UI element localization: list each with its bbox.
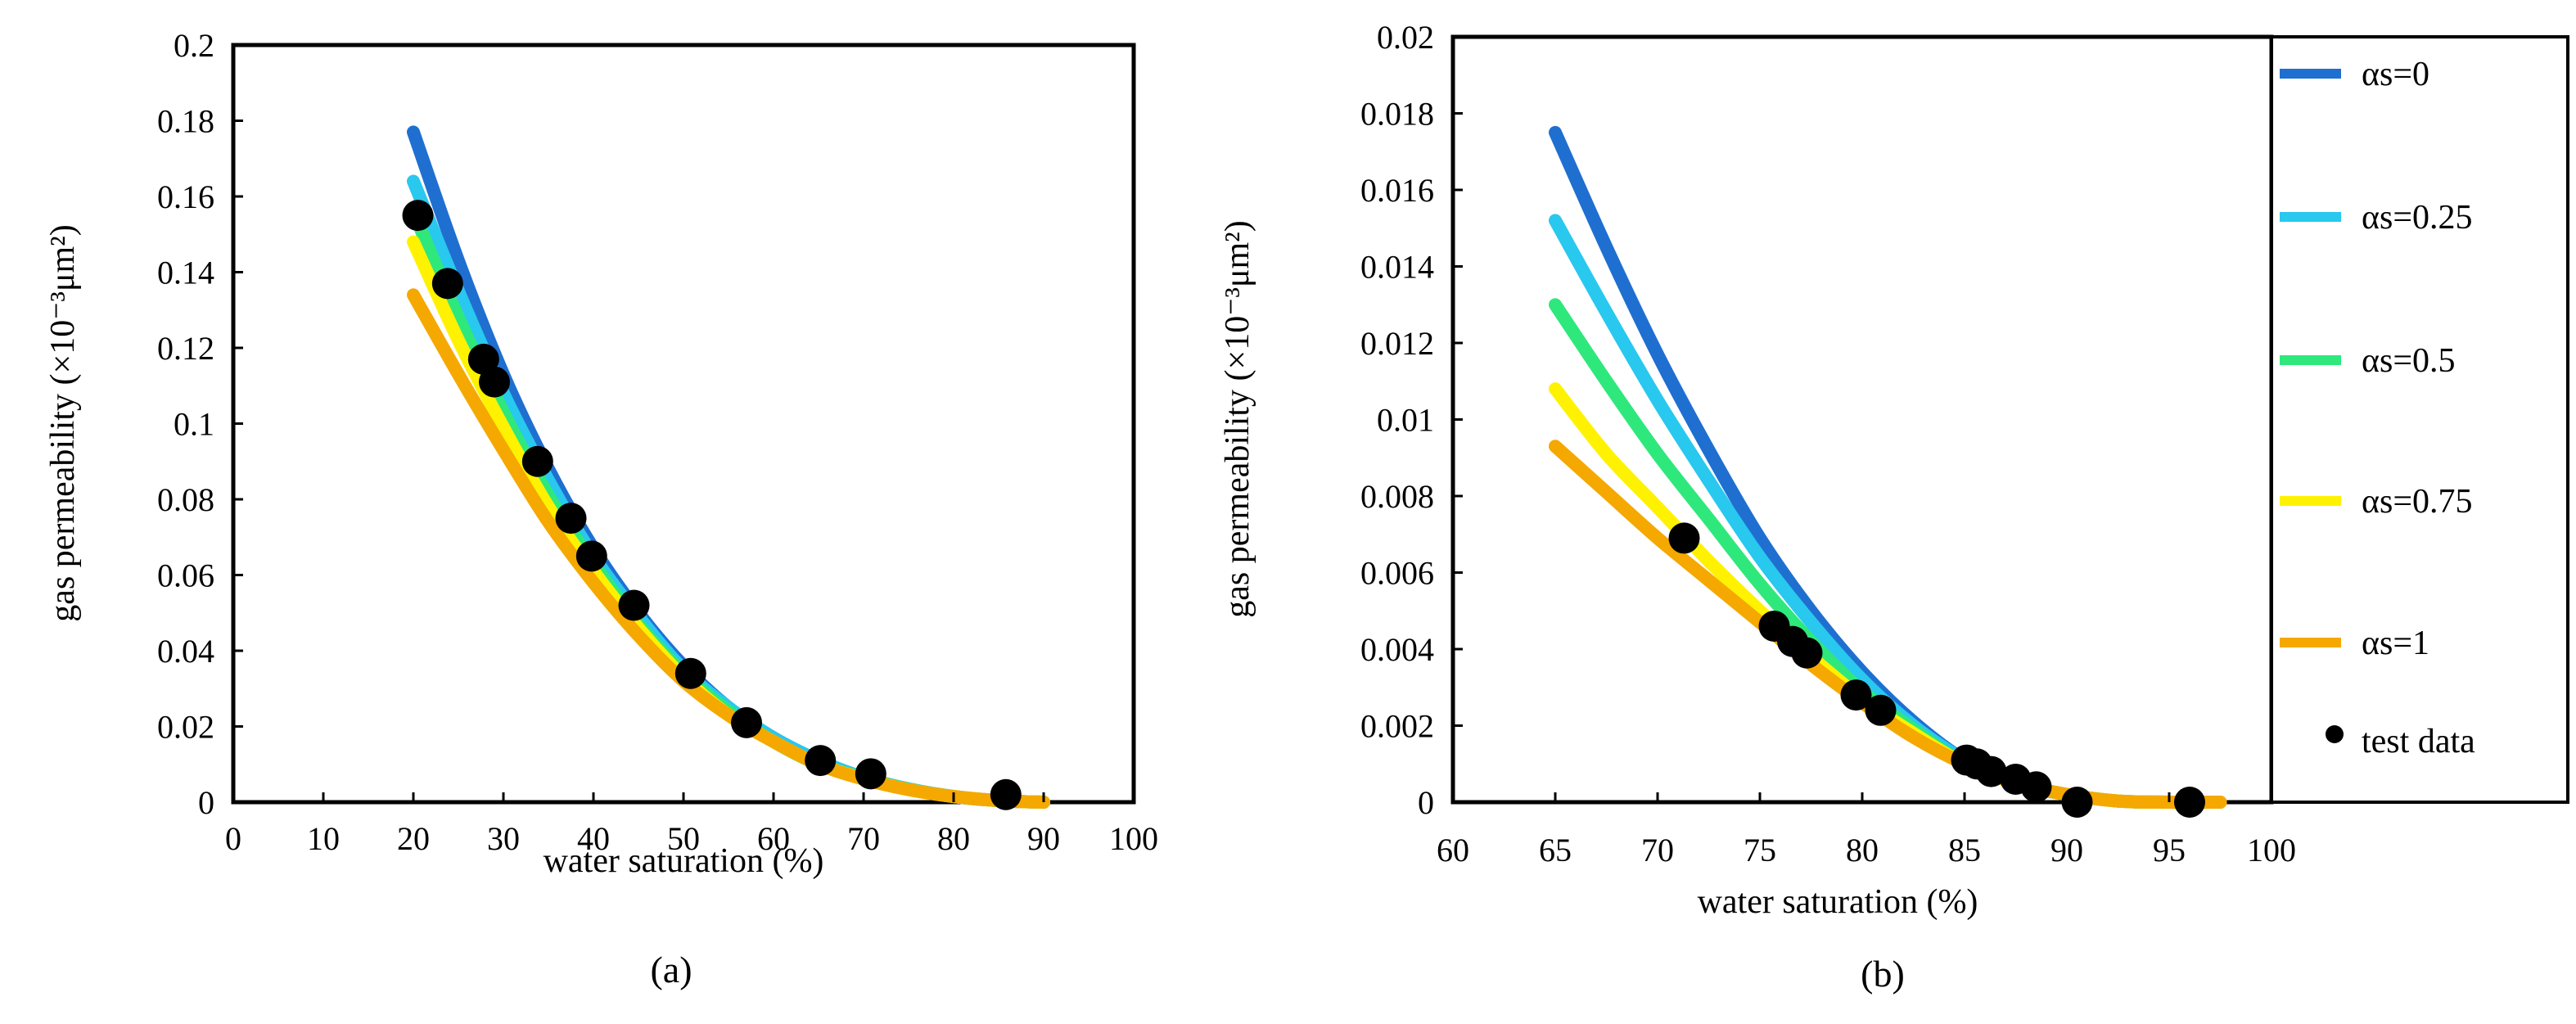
test-data-point	[479, 366, 510, 398]
y-tick-label: 0.02	[157, 709, 214, 746]
x-tick-label: 60	[1437, 832, 1469, 868]
x-tick-label: 70	[1641, 832, 1674, 868]
test-data-point	[1975, 756, 2007, 787]
x-tick-label: 60	[757, 820, 790, 857]
test-data-point	[2020, 771, 2052, 803]
x-tick-label: 90	[1027, 820, 1060, 857]
legend-label: αs=1	[2362, 625, 2429, 662]
x-axis-label-a: water saturation (%)	[544, 842, 824, 880]
y-tick-label: 0.014	[1360, 249, 1434, 286]
test-data-point	[575, 540, 607, 572]
test-data-point	[2174, 787, 2205, 818]
x-tick-label: 95	[2153, 832, 2186, 868]
y-axis-label-b: gas permeability (×10⁻³μm²)	[1219, 220, 1256, 617]
y-tick-label: 0.012	[1360, 325, 1434, 362]
y-tick-label: 0.08	[157, 481, 214, 518]
legend: αs=0 αs=0.25 αs=0.5 αs=0.75 αs=1 test data	[2270, 35, 2569, 804]
x-axis-label-b: water saturation (%)	[1698, 883, 1978, 921]
x-tick-label: 10	[307, 820, 340, 857]
test-data-point	[1668, 522, 1700, 554]
test-data-point	[1840, 679, 1872, 711]
y-tick-label: 0.01	[1377, 402, 1434, 439]
y-tick-label: 0.008	[1360, 478, 1434, 515]
test-data-point	[1791, 637, 1823, 669]
test-data-point	[855, 758, 886, 790]
x-tick-label: 0	[225, 820, 241, 857]
y-tick-label: 0.2	[174, 27, 214, 64]
test-data-point	[674, 657, 706, 689]
x-tick-label: 70	[847, 820, 880, 857]
caption-b: (b)	[1861, 953, 1905, 995]
y-tick-label: 0.016	[1360, 172, 1434, 209]
x-tick-label: 85	[1948, 832, 1981, 868]
x-tick-label: 80	[1846, 832, 1879, 868]
y-tick-label: 0.12	[157, 330, 214, 367]
y-tick-label: 0.14	[157, 255, 214, 291]
legend-label: αs=0	[2362, 56, 2429, 93]
y-tick-label: 0	[198, 784, 214, 821]
test-data-point	[521, 445, 553, 477]
x-tick-label: 100	[1109, 820, 1158, 857]
series-line-αs=1	[407, 288, 1050, 809]
y-tick-label: 0.04	[157, 633, 214, 670]
test-data-point	[431, 268, 463, 300]
y-tick-label: 0.16	[157, 178, 214, 215]
test-data-point	[618, 589, 650, 621]
legend-label: αs=0.5	[2362, 342, 2456, 380]
x-tick-label: 75	[1744, 832, 1776, 868]
legend-label: αs=0.25	[2362, 199, 2473, 237]
y-tick-label: 0.1	[174, 406, 214, 443]
legend-box	[2270, 35, 2569, 804]
y-tick-label: 0.18	[157, 103, 214, 140]
caption-a: (a)	[650, 949, 692, 990]
x-tick-label: 40	[577, 820, 610, 857]
y-tick-label: 0.02	[1377, 19, 1434, 56]
y-tick-label: 0.002	[1360, 708, 1434, 745]
legend-swatch-marker	[2326, 725, 2344, 743]
x-tick-label: 20	[397, 820, 430, 857]
y-tick-label: 0.004	[1360, 631, 1434, 668]
y-tick-label: 0.018	[1360, 96, 1434, 133]
chart-a: 0 10 20 30 40 50 60 70 80 90 100 0 0.02 0.04 0.06 0.08…	[44, 27, 1158, 990]
x-tick-label: 100	[2247, 832, 2296, 868]
test-data-point	[1865, 694, 1897, 726]
x-tick-label: 65	[1539, 832, 1572, 868]
x-tick-label: 90	[2050, 832, 2083, 868]
y-axis-label-a: gas permeability (×10⁻³μm²)	[44, 224, 82, 621]
test-data-point	[805, 745, 837, 777]
chart-b: 60 65 70 75 80 85 90 95 100 0 0.002 0.004 0.006 0.00…	[1219, 19, 2296, 995]
x-tick-label: 50	[667, 820, 700, 857]
y-tick-label: 0	[1418, 784, 1434, 821]
test-data-point	[731, 706, 762, 738]
x-tick-label: 30	[487, 820, 520, 857]
test-data-point	[990, 778, 1022, 810]
x-tick-label: 80	[937, 820, 970, 857]
test-data-point	[402, 200, 434, 232]
legend-label: αs=0.75	[2362, 483, 2473, 521]
y-tick-label: 0.06	[157, 557, 214, 594]
test-data-point	[555, 503, 587, 535]
test-data-point	[2061, 787, 2093, 818]
legend-label: test data	[2362, 723, 2475, 760]
y-tick-label: 0.006	[1360, 555, 1434, 592]
